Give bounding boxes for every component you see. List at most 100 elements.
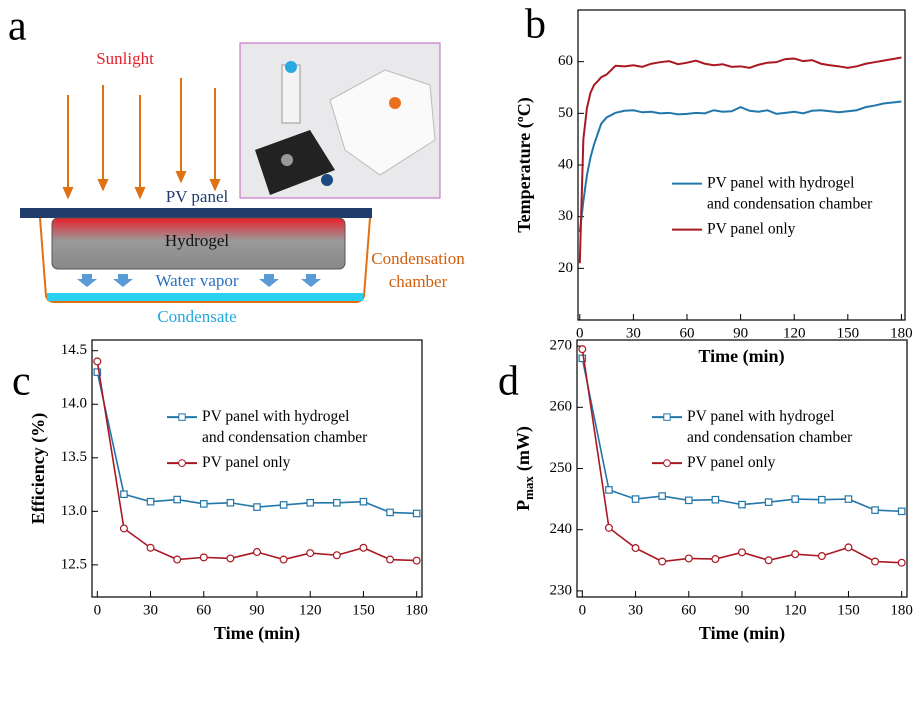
sun-rays	[62, 78, 221, 200]
x-tick-label: 30	[626, 325, 641, 341]
point	[359, 497, 368, 506]
point	[412, 556, 421, 565]
y-axis-label-part: (mW)	[513, 426, 534, 471]
x-tick-label: 0	[94, 602, 102, 618]
point	[871, 557, 880, 566]
hydrogel-label: Hydrogel	[165, 231, 229, 250]
x-tick-label: 30	[628, 602, 643, 618]
point	[359, 543, 368, 552]
x-tick-label: 150	[352, 602, 375, 618]
photo-dot	[321, 174, 333, 186]
legend-label: PV panel with hydrogel and condensation c…	[707, 174, 873, 212]
y-tick-label: 50	[558, 105, 573, 121]
x-tick-label: 120	[299, 602, 322, 618]
y-tick-label: 30	[558, 208, 573, 224]
point	[386, 508, 394, 517]
y-axis-label-part: max	[521, 476, 536, 500]
point	[199, 553, 208, 562]
point	[173, 555, 182, 564]
photo-dot	[389, 97, 401, 109]
x-tick-label: 90	[250, 602, 265, 618]
chart: 0 30 60 90 120 150 180 230 240 250 260 270 PV panel …	[498, 338, 913, 645]
legend-label: PV panel with hydrogel and condensation c…	[202, 408, 368, 446]
point	[119, 524, 128, 533]
point	[279, 501, 288, 509]
point	[791, 495, 800, 503]
point	[333, 498, 341, 507]
hydrogel	[51, 217, 346, 270]
y-tick-label: 260	[550, 399, 573, 415]
photo-dot	[285, 61, 297, 73]
y-axis-label-part: Efficiency (%)	[28, 413, 49, 524]
y-axis-label-part: P	[513, 500, 533, 511]
y-tick-label: 12.5	[61, 556, 87, 572]
point	[226, 498, 235, 507]
y-tick-label: 13.0	[61, 503, 87, 519]
y-tick-label: 230	[550, 582, 573, 598]
panel-label: b	[525, 2, 546, 48]
point	[605, 486, 613, 494]
legend-marker	[178, 413, 186, 421]
point	[93, 368, 102, 376]
point	[93, 357, 102, 366]
y-tick-label: 14.5	[61, 342, 87, 358]
x-tick-label: 180	[890, 602, 913, 618]
photo-panel	[255, 130, 335, 195]
point	[871, 506, 879, 514]
vapor-arrows	[77, 274, 321, 287]
point	[844, 543, 853, 552]
x-tick-label: 0	[576, 325, 584, 341]
x-tick-label: 60	[196, 602, 211, 618]
chamber-label: Condensation	[371, 249, 465, 268]
legend-label: PV panel only	[202, 454, 291, 471]
point	[120, 490, 128, 499]
point	[711, 555, 720, 564]
point	[604, 523, 613, 532]
y-axis-label: Temperature (ºC)	[514, 97, 535, 232]
x-tick-label: 180	[405, 602, 428, 618]
point	[631, 495, 640, 503]
sunlight-label: Sunlight	[96, 49, 154, 68]
point	[791, 550, 800, 559]
x-tick-label: 60	[680, 325, 695, 341]
x-tick-label: 180	[890, 325, 913, 341]
point	[738, 500, 746, 509]
point	[306, 549, 315, 558]
photo-vial	[281, 64, 301, 124]
point	[844, 495, 853, 503]
point	[817, 552, 826, 561]
point	[658, 557, 667, 566]
photo-dot	[281, 154, 293, 166]
point	[199, 500, 208, 508]
legend-marker	[663, 459, 671, 468]
series-line	[578, 100, 902, 233]
point	[764, 498, 773, 506]
plot-frame	[91, 339, 423, 598]
point	[279, 555, 288, 564]
point	[332, 551, 341, 560]
point	[146, 497, 155, 506]
plot-frame	[577, 9, 906, 321]
x-axis-label: Time (min)	[699, 623, 785, 644]
x-tick-label: 150	[837, 602, 860, 618]
y-tick-label: 14.0	[61, 396, 87, 412]
point	[173, 495, 181, 504]
point	[253, 548, 262, 557]
x-tick-label: 90	[735, 602, 750, 618]
chamber-label: chamber	[389, 272, 448, 291]
pv-panel-label: PV panel	[166, 187, 229, 206]
x-axis-label: Time (min)	[698, 346, 784, 367]
x-tick-label: 120	[783, 325, 806, 341]
point	[897, 507, 906, 516]
point	[764, 556, 773, 565]
point	[306, 498, 315, 507]
panel-label: a	[8, 4, 27, 50]
point	[711, 495, 720, 504]
diagram: a Sunlight PV panel Hydrogel Water vapor	[8, 4, 465, 326]
chart: 0 30 60 90 120 150 180 20 30 40 50 60 PV panel with …	[514, 2, 913, 367]
y-tick-label: 240	[550, 521, 573, 537]
x-tick-label: 150	[837, 325, 860, 341]
y-tick-label: 20	[558, 260, 573, 276]
point	[737, 548, 746, 557]
